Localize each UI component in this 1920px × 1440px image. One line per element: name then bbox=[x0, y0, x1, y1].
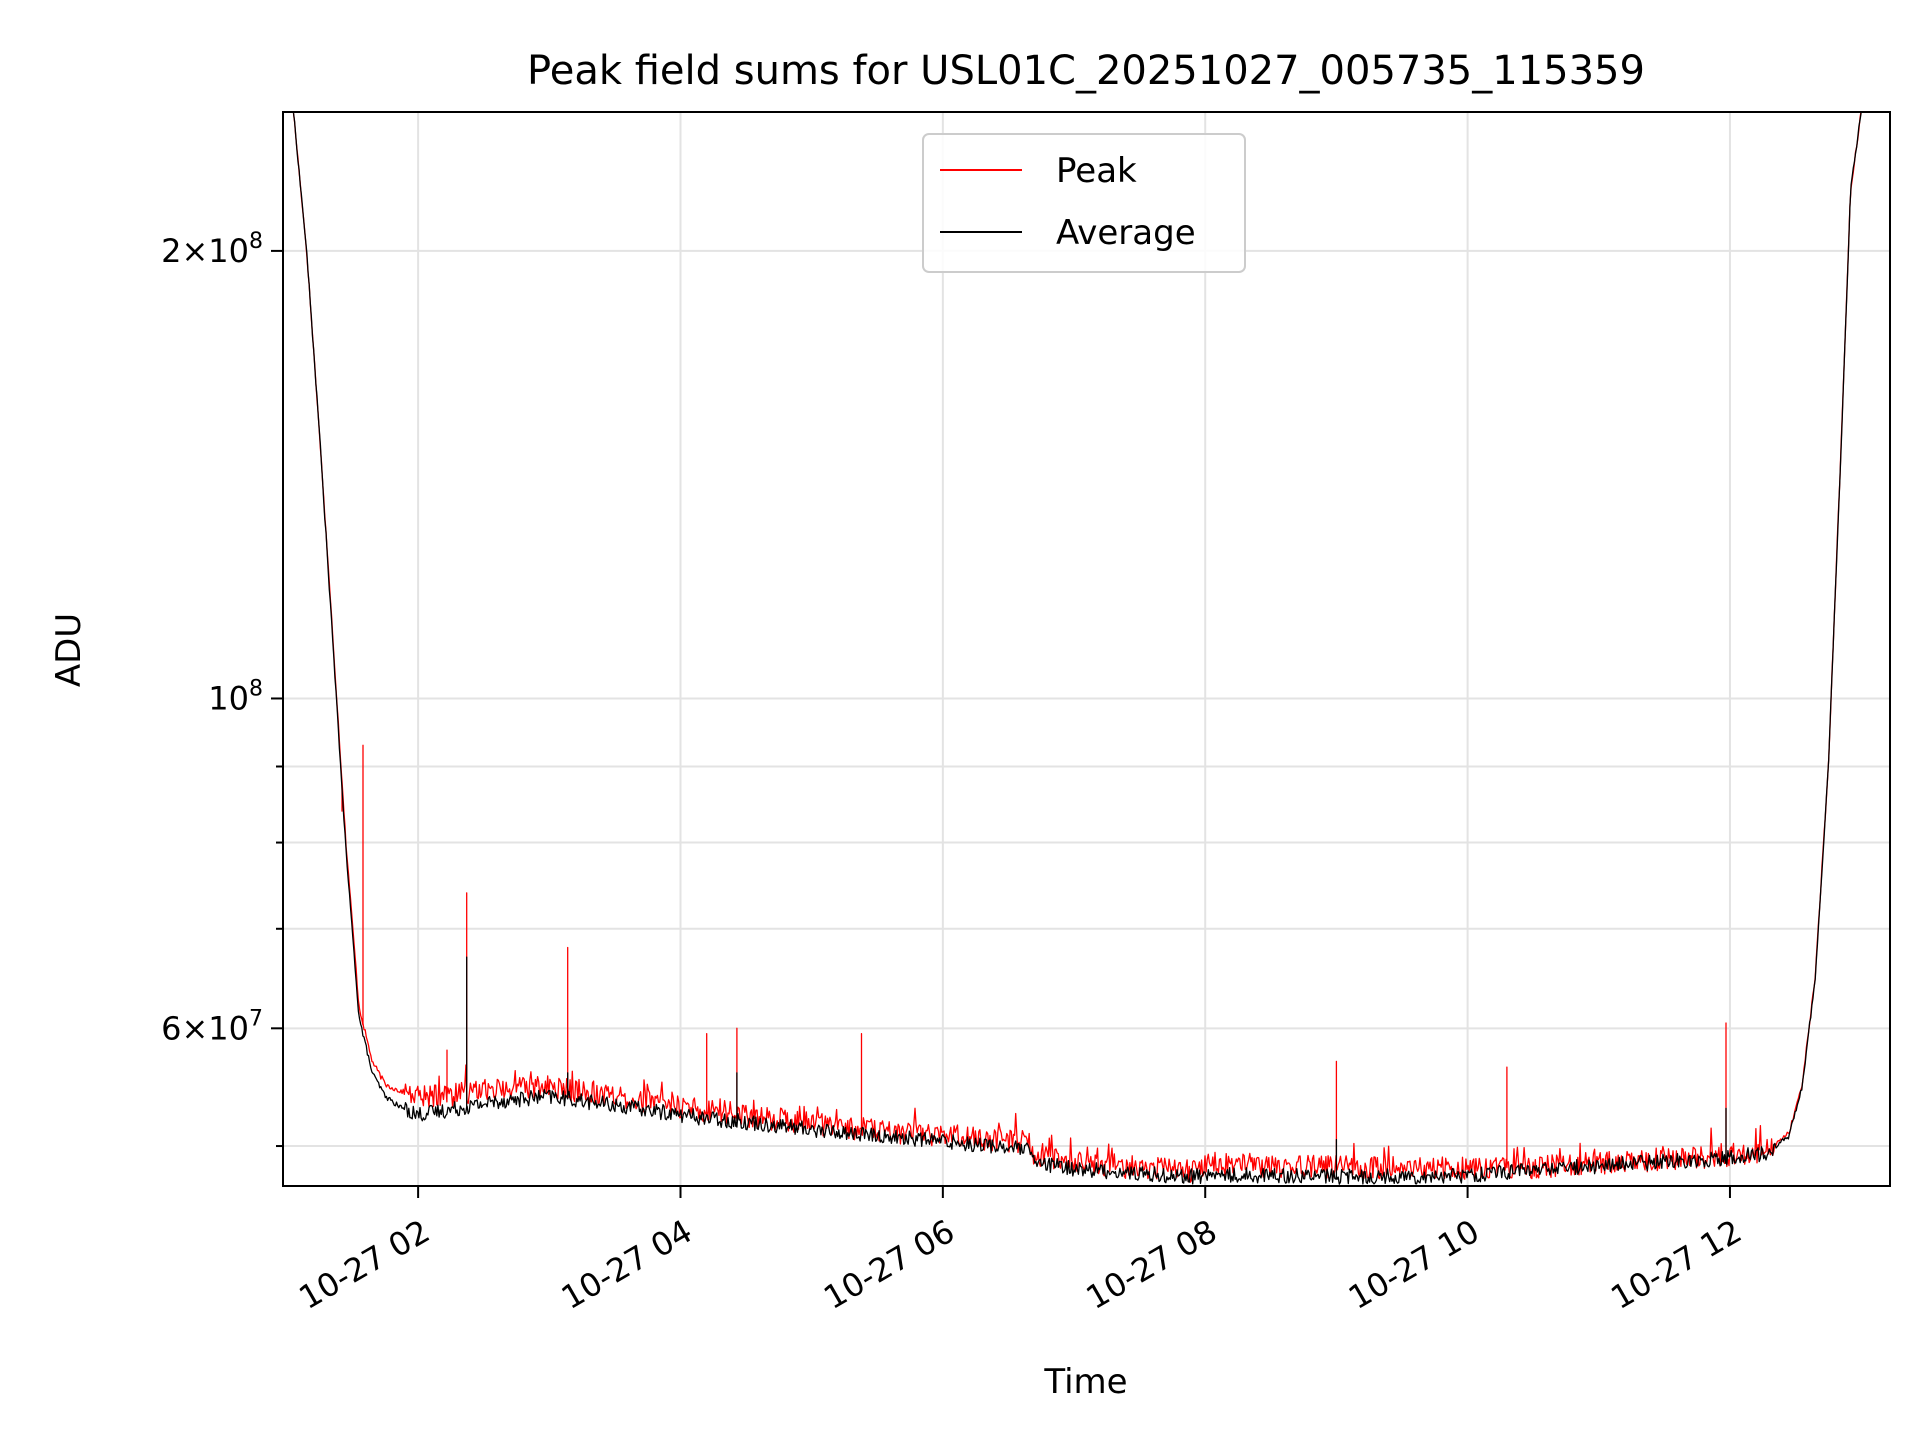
legend-label-peak: Peak bbox=[1056, 151, 1137, 191]
plot-frame bbox=[282, 111, 1891, 1187]
y-tick-label: 108 bbox=[208, 676, 263, 717]
chart-title: Peak field sums for USL01C_20251027_0057… bbox=[527, 48, 1645, 94]
legend: Peak Average bbox=[922, 133, 1246, 273]
series-line-average bbox=[292, 112, 1862, 1185]
series-layer bbox=[292, 112, 1862, 1185]
legend-label-average: Average bbox=[1056, 213, 1196, 253]
legend-box bbox=[922, 133, 1246, 273]
y-axis-label: ADU bbox=[49, 613, 89, 687]
y-tick-label: 6×107 bbox=[161, 1006, 263, 1047]
y-tick-label: 2×108 bbox=[161, 229, 263, 270]
y-axis-ticks: 6×107 108 2×108 bbox=[161, 229, 283, 1148]
x-axis-label: Time bbox=[1043, 1362, 1127, 1402]
grid bbox=[283, 112, 1890, 1186]
